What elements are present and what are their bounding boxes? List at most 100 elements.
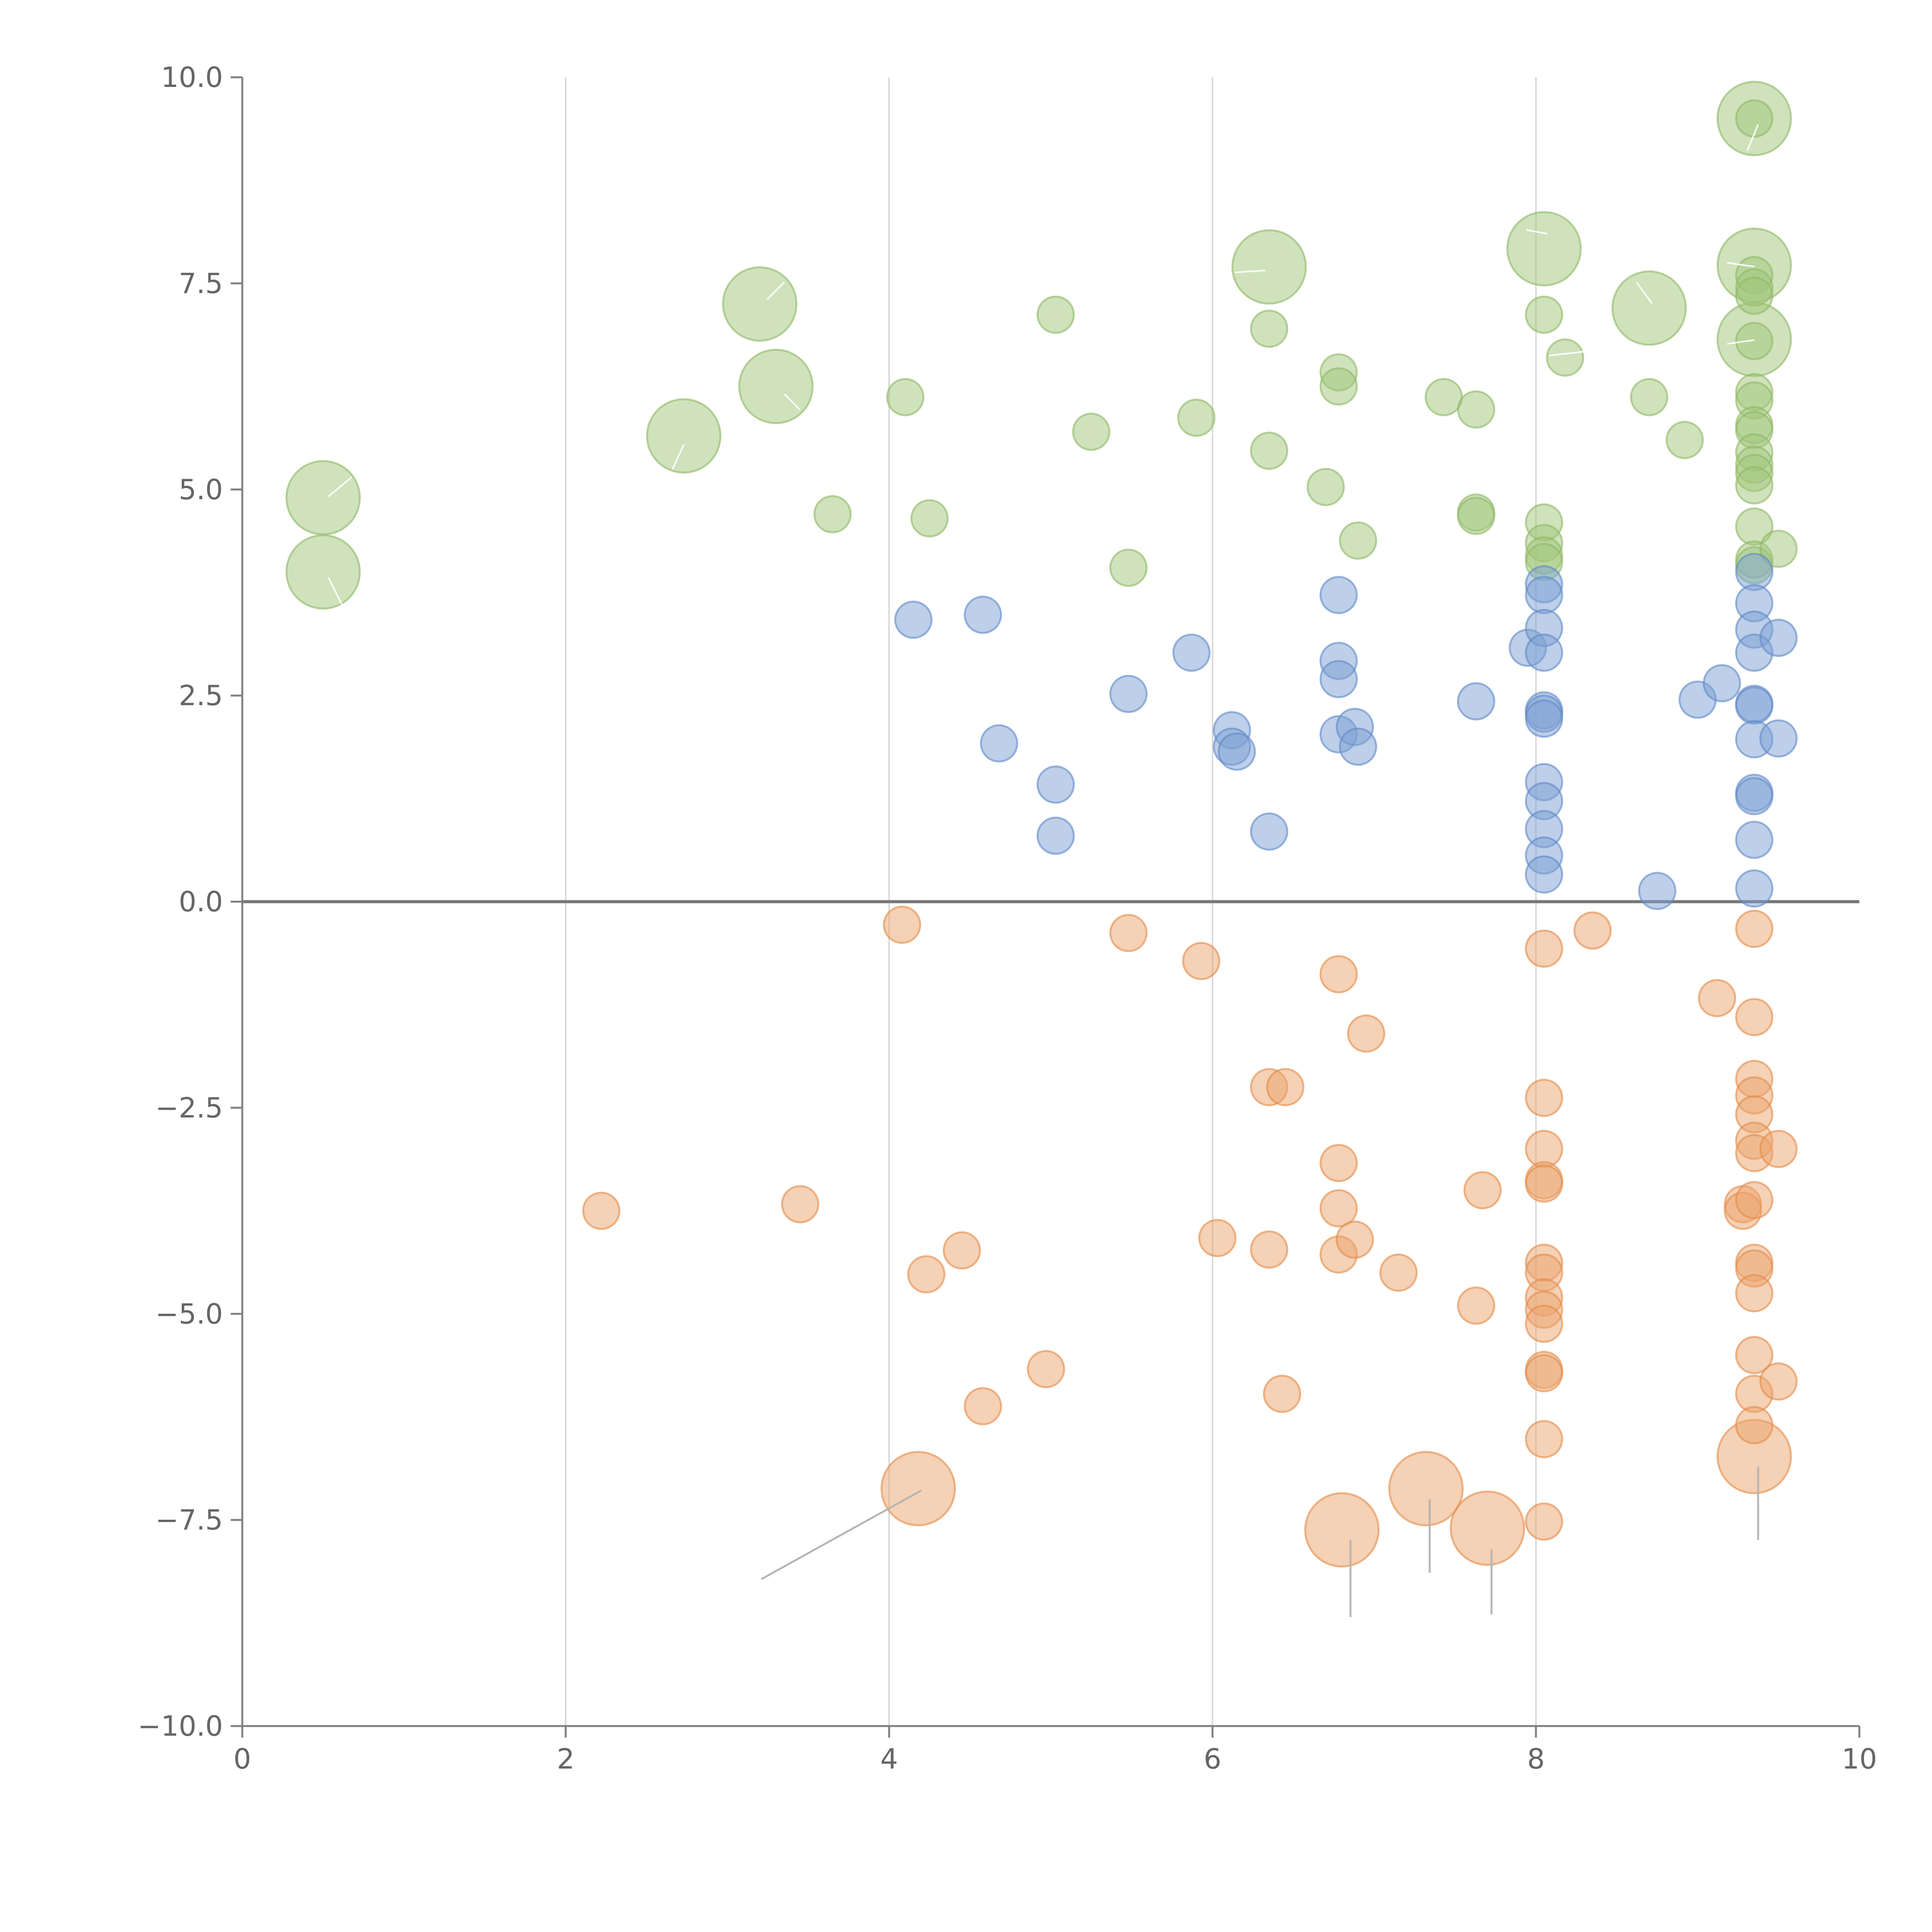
green-bubble bbox=[1457, 497, 1495, 535]
green-bubble bbox=[1231, 229, 1307, 305]
orange-bubble bbox=[1319, 1189, 1358, 1228]
y-tick-label: −2.5 bbox=[155, 1092, 223, 1124]
green-bubble bbox=[1072, 412, 1111, 451]
orange-bubble bbox=[1735, 910, 1774, 948]
leader-line bbox=[1549, 351, 1585, 356]
y-tick-label: −5.0 bbox=[155, 1298, 223, 1330]
orange-bubble bbox=[1759, 1130, 1798, 1168]
y-tick-label: 0.0 bbox=[179, 886, 223, 918]
blue-bubble bbox=[1319, 660, 1358, 698]
green-bubble bbox=[1735, 99, 1774, 138]
leader-line bbox=[1727, 262, 1755, 267]
orange-bubble bbox=[1735, 1274, 1774, 1313]
y-tick-label: 10.0 bbox=[161, 61, 223, 94]
leader-line bbox=[1636, 281, 1653, 304]
blue-bubble bbox=[1735, 820, 1774, 859]
green-bubble bbox=[886, 378, 925, 417]
green-bubble bbox=[1630, 378, 1668, 417]
blue-bubble bbox=[1525, 855, 1563, 894]
blue-bubble bbox=[1457, 682, 1495, 721]
blue-bubble bbox=[1172, 633, 1211, 672]
blue-bubble bbox=[1735, 686, 1774, 725]
leader-line bbox=[1747, 124, 1759, 151]
orange-bubble bbox=[1698, 979, 1736, 1017]
x-tick-label: 10 bbox=[1842, 1743, 1877, 1775]
orange-bubble bbox=[942, 1231, 981, 1270]
x-tick-label: 8 bbox=[1527, 1743, 1545, 1775]
orange-bubble bbox=[1388, 1451, 1464, 1527]
blue-bubble bbox=[1036, 765, 1075, 804]
orange-bubble bbox=[1525, 1420, 1563, 1459]
green-bubble bbox=[813, 495, 852, 534]
leader-line bbox=[1727, 339, 1755, 345]
blue-bubble bbox=[1218, 732, 1256, 771]
blue-bubble bbox=[964, 595, 1002, 634]
green-bubble bbox=[1036, 295, 1075, 334]
green-bubble bbox=[1525, 295, 1563, 334]
orange-bubble bbox=[1182, 942, 1221, 980]
blue-bubble bbox=[1759, 619, 1798, 657]
orange-bubble bbox=[1319, 1144, 1358, 1182]
green-bubble bbox=[1177, 398, 1216, 437]
orange-bubble bbox=[1347, 1014, 1386, 1053]
green-bubble bbox=[1546, 338, 1584, 377]
blue-bubble bbox=[980, 724, 1019, 763]
green-bubble bbox=[1250, 310, 1288, 348]
x-tick-label: 2 bbox=[557, 1743, 575, 1775]
blue-bubble bbox=[1638, 872, 1677, 910]
blue-bubble bbox=[1702, 664, 1741, 702]
green-bubble bbox=[285, 534, 361, 610]
orange-bubble bbox=[1457, 1286, 1495, 1325]
green-bubble bbox=[1735, 466, 1774, 505]
leader-line bbox=[760, 1489, 922, 1580]
green-bubble bbox=[1306, 468, 1345, 506]
orange-bubble bbox=[1266, 1068, 1304, 1107]
orange-bubble bbox=[1525, 1164, 1563, 1203]
blue-bubble bbox=[1250, 812, 1288, 851]
green-bubble bbox=[1735, 322, 1774, 361]
leader-line bbox=[328, 476, 352, 497]
bubble-layer bbox=[285, 81, 1798, 1568]
green-bubble bbox=[1665, 421, 1704, 459]
green-bubble bbox=[285, 460, 361, 536]
orange-bubble bbox=[1525, 1354, 1563, 1393]
blue-bubble bbox=[1735, 869, 1774, 908]
x-tick-label: 0 bbox=[233, 1743, 251, 1775]
leader-line bbox=[1526, 229, 1548, 235]
orange-bubble bbox=[1463, 1171, 1502, 1209]
y-tick-label: 7.5 bbox=[179, 267, 223, 299]
y-tick-label: 2.5 bbox=[179, 679, 223, 712]
orange-bubble bbox=[883, 905, 921, 944]
orange-bubble bbox=[1198, 1219, 1237, 1257]
green-bubble bbox=[646, 398, 722, 474]
blue-bubble bbox=[1525, 633, 1563, 672]
orange-bubble bbox=[1027, 1350, 1065, 1388]
green-bubble bbox=[1611, 270, 1687, 346]
green-bubble bbox=[1759, 529, 1798, 568]
blue-bubble bbox=[1759, 719, 1798, 758]
blue-bubble bbox=[1339, 727, 1378, 766]
x-tick-label: 4 bbox=[880, 1743, 898, 1775]
orange-bubble bbox=[1735, 1181, 1774, 1219]
orange-bubble bbox=[1525, 929, 1563, 968]
orange-bubble bbox=[1109, 914, 1148, 952]
leader-line bbox=[784, 393, 801, 410]
blue-bubble bbox=[1109, 675, 1148, 713]
y-tick-label: 5.0 bbox=[179, 473, 223, 506]
y-tick-label: −7.5 bbox=[155, 1504, 223, 1536]
orange-bubble bbox=[1525, 1078, 1563, 1117]
green-bubble bbox=[738, 349, 814, 424]
green-bubble bbox=[1424, 378, 1463, 417]
green-bubble bbox=[1457, 390, 1495, 429]
blue-bubble bbox=[1036, 816, 1075, 855]
blue-bubble bbox=[1735, 777, 1774, 815]
orange-bubble bbox=[880, 1451, 956, 1527]
annotation-layer bbox=[328, 124, 1759, 1617]
orange-bubble bbox=[1379, 1253, 1418, 1292]
orange-bubble bbox=[1759, 1362, 1798, 1401]
orange-bubble bbox=[1735, 1406, 1774, 1444]
orange-bubble bbox=[1449, 1490, 1525, 1566]
green-bubble bbox=[1109, 548, 1148, 587]
